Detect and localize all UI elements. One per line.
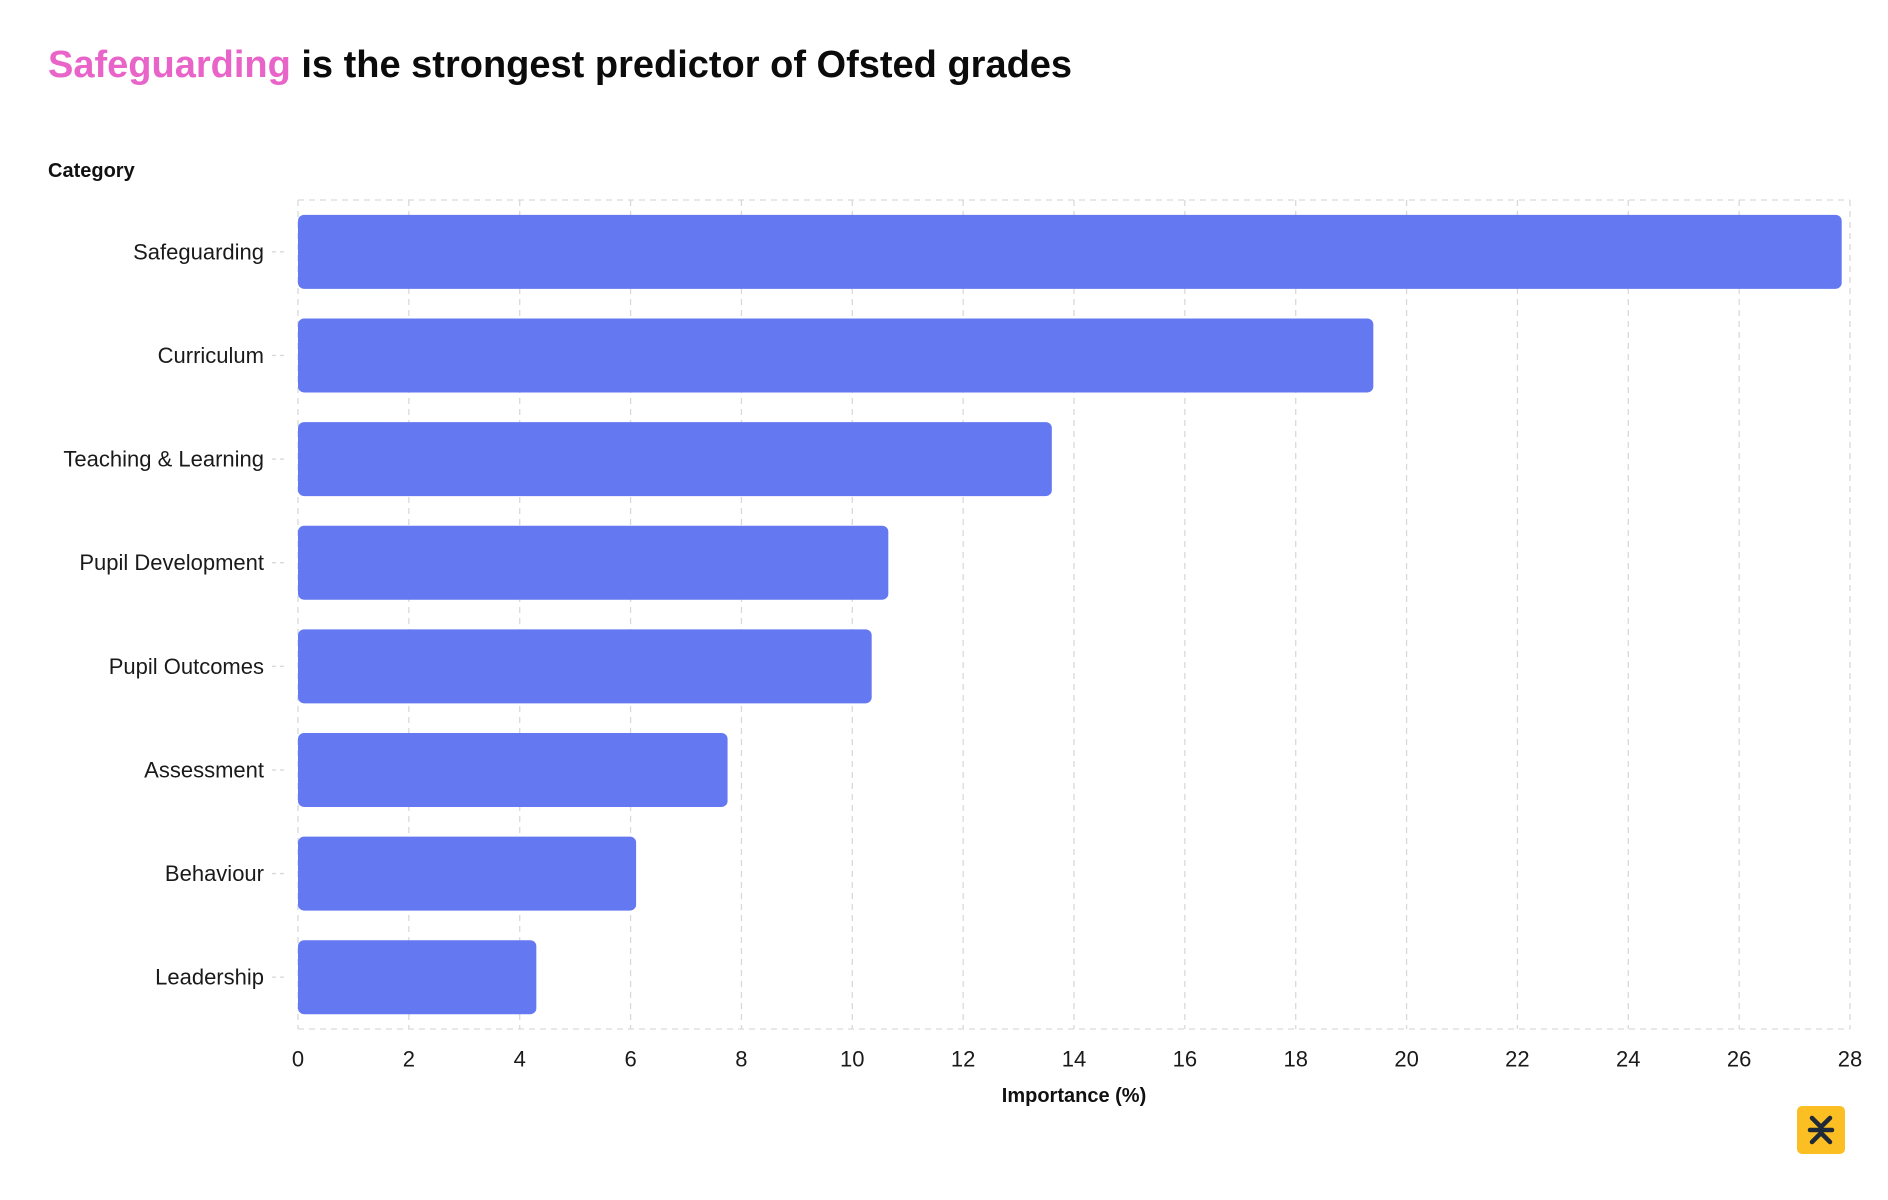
x-tick-label: 4 bbox=[514, 1047, 526, 1072]
title-rest: is the strongest predictor of Ofsted gra… bbox=[290, 44, 1073, 86]
x-tick-label: 8 bbox=[735, 1047, 747, 1072]
y-tick-label: Safeguarding bbox=[133, 239, 264, 264]
x-axis-title: Importance (%) bbox=[1002, 1085, 1146, 1107]
x-tick-label: 18 bbox=[1283, 1047, 1307, 1072]
y-axis-title: Category bbox=[48, 160, 135, 182]
bar-curriculum bbox=[298, 318, 1374, 393]
x-tick-label: 16 bbox=[1173, 1047, 1197, 1072]
title-highlight: Safeguarding bbox=[48, 44, 291, 86]
bar-pupil-development bbox=[298, 525, 889, 600]
y-tick-label: Pupil Development bbox=[79, 550, 264, 575]
brand-logo bbox=[1797, 1106, 1845, 1154]
y-tick-label: Assessment bbox=[144, 757, 264, 782]
x-tick-label: 24 bbox=[1616, 1047, 1640, 1072]
bar-safeguarding bbox=[298, 214, 1842, 289]
x-tick-label: 6 bbox=[624, 1047, 636, 1072]
brand-mark-icon bbox=[1807, 1115, 1835, 1145]
x-tick-label: 28 bbox=[1838, 1047, 1862, 1072]
y-tick-label: Curriculum bbox=[158, 343, 264, 368]
y-tick-label: Behaviour bbox=[165, 861, 264, 886]
bar-pupil-outcomes bbox=[298, 629, 872, 704]
x-tick-label: 22 bbox=[1505, 1047, 1529, 1072]
chart-title: Safeguarding is the strongest predictor … bbox=[48, 44, 1072, 87]
y-tick-label: Pupil Outcomes bbox=[109, 654, 264, 679]
x-tick-label: 20 bbox=[1394, 1047, 1418, 1072]
bar-chart: Safeguarding Curriculum Teaching & Learnin… bbox=[63, 199, 1862, 1107]
x-tick-label: 26 bbox=[1727, 1047, 1751, 1072]
x-tick-label: 10 bbox=[840, 1047, 864, 1072]
y-tick-label: Teaching & Learning bbox=[63, 447, 264, 472]
bar-assessment bbox=[298, 732, 728, 807]
x-tick-label: 0 bbox=[292, 1047, 304, 1072]
bar-leadership bbox=[298, 940, 537, 1015]
x-tick-label: 12 bbox=[951, 1047, 975, 1072]
x-tick-label: 14 bbox=[1062, 1047, 1086, 1072]
x-tick-label: 2 bbox=[403, 1047, 415, 1072]
y-tick-label: Leadership bbox=[155, 965, 264, 990]
bar-behaviour bbox=[298, 836, 637, 911]
bar-teaching-learning bbox=[298, 422, 1052, 497]
